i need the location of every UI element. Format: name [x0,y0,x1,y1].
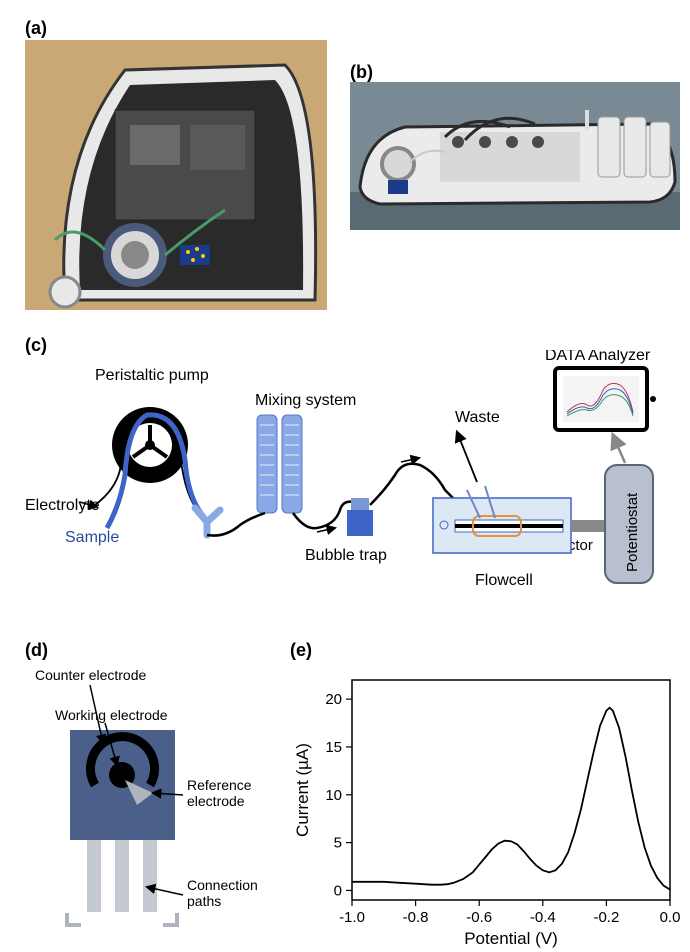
svg-text:Potential (V): Potential (V) [464,929,558,948]
label-bubble-trap: Bubble trap [305,547,387,564]
svg-text:5: 5 [334,835,342,852]
svg-text:-0.6: -0.6 [466,909,492,926]
photo-a-sketch [25,40,327,310]
svg-text:0.0: 0.0 [660,909,681,926]
svg-text:10: 10 [325,787,342,804]
label-data-analyzer: DATA Analyzer [545,350,651,364]
label-counter-electrode: Counter electrode [35,667,147,683]
svg-text:Current (µA): Current (µA) [293,743,312,837]
panel-label-a: (a) [25,18,47,39]
panel-label-b: (b) [350,62,373,83]
label-working-electrode: Working electrode [55,707,168,723]
svg-text:-1.0: -1.0 [339,909,365,926]
label-flowcell: Flowcell [475,572,533,589]
label-connection-paths: Connection paths [187,877,262,909]
svg-text:0: 0 [334,882,342,899]
photo-b-sketch [350,82,680,230]
label-reference-electrode: Reference electrode [187,777,255,809]
flow-diagram-c: Peristaltic pump Mixing system DATA Anal… [25,350,685,630]
svg-text:15: 15 [325,739,342,756]
voltammogram-chart-e: -1.0 -0.8 -0.6 -0.4 -0.2 0.0 0 5 10 15 20 Potential… [290,665,685,950]
label-potentiostat: Potentiostat [624,492,641,572]
label-waste: Waste [455,409,500,426]
photo-panel-a [25,40,327,310]
svg-text:20: 20 [325,691,342,708]
electrode-diagram-d: Counter electrode Working electrode Refe… [25,665,275,945]
svg-text:-0.2: -0.2 [593,909,619,926]
label-electrolyte: Electrolyte [25,497,100,514]
label-peristaltic-pump: Peristaltic pump [95,367,209,384]
panel-label-e: (e) [290,640,312,661]
label-mixing-system: Mixing system [255,392,356,409]
svg-text:-0.4: -0.4 [530,909,556,926]
svg-text:-0.8: -0.8 [403,909,429,926]
panel-label-d: (d) [25,640,48,661]
scientific-figure: (a) (b) (c) (d) (e) [0,0,690,952]
photo-panel-b [350,82,680,230]
label-sample: Sample [65,529,119,546]
